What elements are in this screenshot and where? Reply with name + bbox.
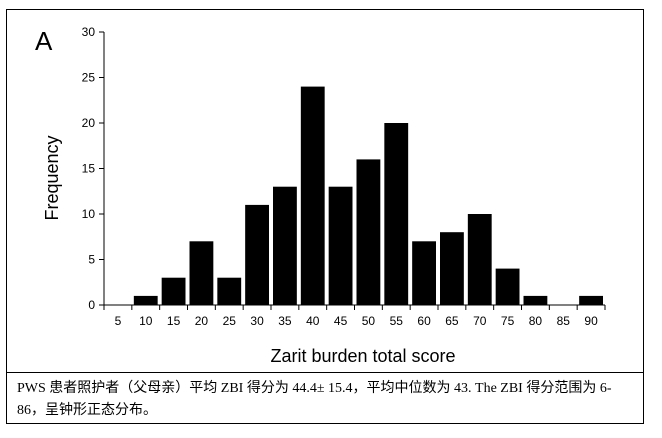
x-tick-label: 15	[167, 314, 181, 328]
x-tick-label: 10	[139, 314, 153, 328]
figure-frame: A 0 5 10 15 20 25 30 5 10 15 20 25 30 35 40 45 50 55 60 65…	[6, 9, 644, 424]
x-tick-label: 65	[445, 314, 459, 328]
x-tick-label: 90	[584, 314, 598, 328]
bar-65	[440, 232, 464, 305]
x-tick-label: 55	[390, 314, 404, 328]
caption-text: PWS 患者照护者（父母亲）平均 ZBI 得分为 44.4± 15.4，平均中位…	[17, 381, 612, 418]
x-tick-label: 60	[417, 314, 431, 328]
x-tick-label: 40	[306, 314, 320, 328]
x-tick-label: 30	[250, 314, 264, 328]
bar-60	[412, 241, 436, 305]
y-tick-label: 20	[82, 116, 96, 130]
axes	[103, 32, 605, 306]
bar-35	[273, 186, 297, 305]
bars	[133, 86, 603, 305]
x-tick-label: 20	[195, 314, 209, 328]
bar-30	[245, 204, 269, 305]
bar-10	[133, 295, 158, 305]
x-tick-label: 25	[223, 314, 237, 328]
x-tick-label: 70	[473, 314, 487, 328]
bar-80	[523, 295, 548, 305]
bar-25	[217, 277, 242, 305]
y-axis-ticks: 0 5 10 15 20 25 30	[82, 25, 104, 312]
bar-15	[161, 277, 186, 305]
y-tick-label: 15	[82, 162, 96, 176]
x-tick-label: 50	[362, 314, 376, 328]
y-tick-label: 30	[82, 25, 96, 39]
x-tick-label: 85	[557, 314, 571, 328]
figure-caption: PWS 患者照护者（父母亲）平均 ZBI 得分为 44.4± 15.4，平均中位…	[7, 372, 643, 423]
bar-55	[384, 123, 409, 305]
x-tick-label: 35	[278, 314, 292, 328]
histogram-chart: A 0 5 10 15 20 25 30 5 10 15 20 25 30 35 40 45 50 55 60 65…	[35, 25, 606, 366]
bar-45	[328, 186, 353, 305]
x-axis-ticks: 5 10 15 20 25 30 35 40 45 50 55 60 65 70 75 80 85 90	[103, 305, 606, 328]
panel-label: A	[35, 26, 53, 56]
bar-40	[300, 86, 325, 305]
bar-70	[467, 214, 492, 305]
bar-90	[579, 295, 603, 305]
x-axis-label: Zarit burden total score	[270, 346, 455, 366]
x-tick-label: 75	[501, 314, 515, 328]
y-tick-label: 5	[88, 253, 95, 267]
y-tick-label: 0	[88, 298, 95, 312]
y-tick-label: 25	[82, 71, 96, 85]
bar-50	[356, 159, 381, 305]
y-tick-label: 10	[82, 207, 96, 221]
chart-area: A 0 5 10 15 20 25 30 5 10 15 20 25 30 35 40 45 50 55 60 65…	[7, 10, 643, 372]
x-tick-label: 45	[334, 314, 348, 328]
bar-75	[495, 268, 520, 305]
bar-20	[189, 241, 214, 305]
x-tick-label: 80	[529, 314, 543, 328]
y-axis-label: Frequency	[42, 135, 62, 220]
x-tick-label: 5	[115, 314, 122, 328]
